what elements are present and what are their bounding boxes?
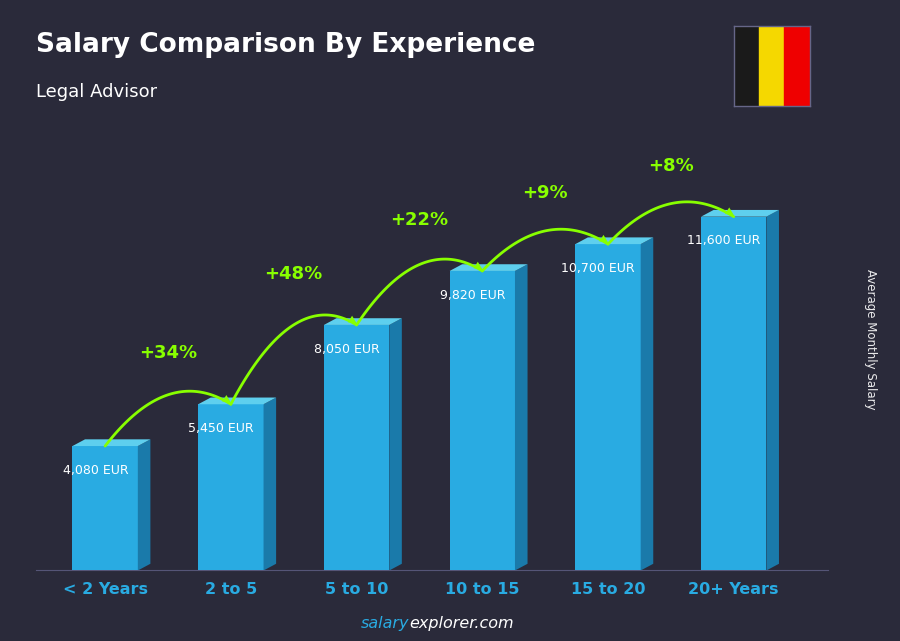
Bar [575,244,641,570]
Text: 9,820 EUR: 9,820 EUR [440,288,505,302]
Text: salary: salary [361,617,410,631]
Text: +8%: +8% [648,156,694,174]
Text: +22%: +22% [391,211,448,229]
Text: Legal Advisor: Legal Advisor [36,83,158,101]
Bar [450,271,515,570]
Polygon shape [701,210,779,217]
Polygon shape [515,264,527,570]
Bar [701,217,767,570]
Bar [324,325,390,570]
Polygon shape [641,237,653,570]
Text: +9%: +9% [522,184,568,202]
Bar [73,446,138,570]
Text: Salary Comparison By Experience: Salary Comparison By Experience [36,32,536,58]
Polygon shape [450,264,527,271]
Text: +48%: +48% [265,265,323,283]
Text: explorer.com: explorer.com [410,617,514,631]
Text: 5,450 EUR: 5,450 EUR [188,422,254,435]
Polygon shape [767,210,779,570]
Polygon shape [264,397,276,570]
Bar [198,404,264,570]
Polygon shape [324,318,401,325]
Bar [759,26,785,106]
Polygon shape [575,237,653,244]
Bar [785,26,810,106]
Bar [734,26,759,106]
Polygon shape [138,439,150,570]
Polygon shape [390,318,401,570]
Text: 4,080 EUR: 4,080 EUR [62,463,128,477]
Text: +34%: +34% [139,344,197,362]
Text: 8,050 EUR: 8,050 EUR [314,343,380,356]
Polygon shape [73,439,150,446]
Text: Average Monthly Salary: Average Monthly Salary [865,269,878,410]
Polygon shape [198,397,276,404]
Text: 10,700 EUR: 10,700 EUR [562,262,635,275]
Text: 11,600 EUR: 11,600 EUR [688,235,760,247]
